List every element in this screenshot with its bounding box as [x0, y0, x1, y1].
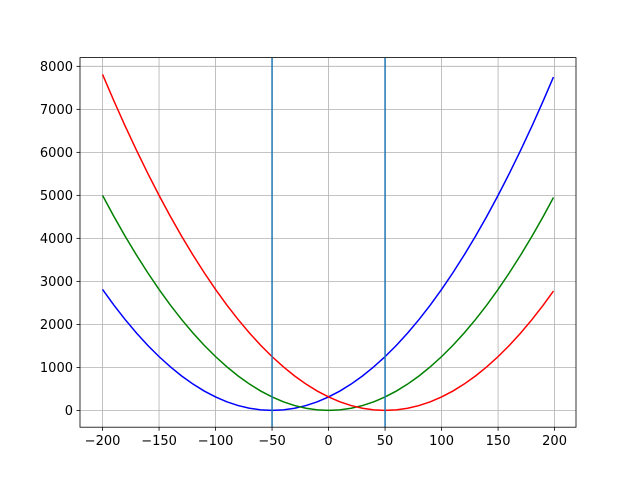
- y-tick-label: 3000: [40, 275, 73, 290]
- x-tick-label: 0: [324, 434, 332, 449]
- x-tick-label: 200: [542, 434, 567, 449]
- x-tick-label: 50: [377, 434, 394, 449]
- y-tick-label: 5000: [40, 189, 73, 204]
- plot-area: [101, 57, 555, 428]
- grid: [80, 57, 576, 428]
- y-tick-label: 1000: [40, 361, 73, 376]
- x-tick-label: 150: [486, 434, 511, 449]
- x-tick-label: 100: [429, 434, 454, 449]
- x-tick-label: −150: [141, 434, 177, 449]
- y-tick-label: 7000: [40, 103, 73, 118]
- y-tick-label: 8000: [40, 60, 73, 75]
- axes-frame: [79, 57, 577, 428]
- y-tick-label: 4000: [40, 232, 73, 247]
- series-line: [101, 74, 555, 412]
- x-tick-label: −50: [258, 434, 285, 449]
- y-tick-label: 6000: [40, 146, 73, 161]
- x-tick-label: −200: [85, 434, 121, 449]
- series-line: [101, 195, 555, 412]
- x-tick-label: −100: [198, 434, 234, 449]
- y-tick-label: 0: [65, 404, 73, 419]
- y-tick-label: 2000: [40, 318, 73, 333]
- series-line: [101, 76, 555, 412]
- ticks: −200 −150 −100 −50 0 50 100 150 2000100020003000…: [40, 60, 567, 449]
